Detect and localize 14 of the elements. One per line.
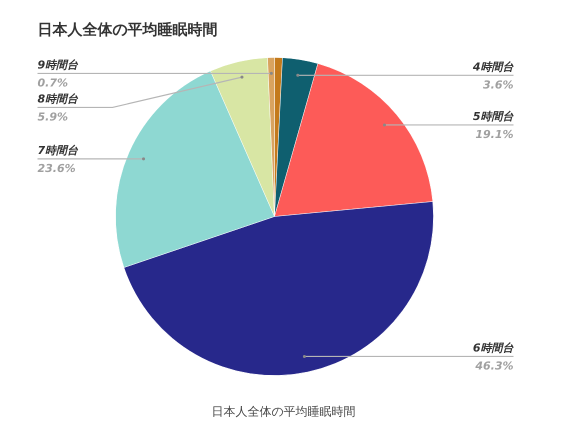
data-label: 46.3% bbox=[474, 359, 514, 372]
text: 日本人全体の平均睡眠時間 bbox=[212, 404, 356, 418]
slice-label: 9時間台 bbox=[38, 58, 80, 72]
slice-label: 8時間台 bbox=[38, 92, 80, 106]
slice-label: 4時間台 bbox=[472, 60, 514, 74]
slice-label: 6時間台 bbox=[472, 341, 514, 354]
data-label: 3.6% bbox=[482, 78, 514, 92]
data-label: 5.9% bbox=[38, 110, 68, 124]
data-label: 23.6% bbox=[38, 162, 76, 175]
slice-label: 7時間台 bbox=[38, 144, 80, 157]
data-label: 0.7% bbox=[38, 76, 68, 90]
chart-title: 日本人全体の平均睡眠時間 bbox=[38, 20, 218, 38]
data-label: 19.1% bbox=[475, 128, 514, 141]
slice-label: 5時間台 bbox=[472, 110, 514, 123]
